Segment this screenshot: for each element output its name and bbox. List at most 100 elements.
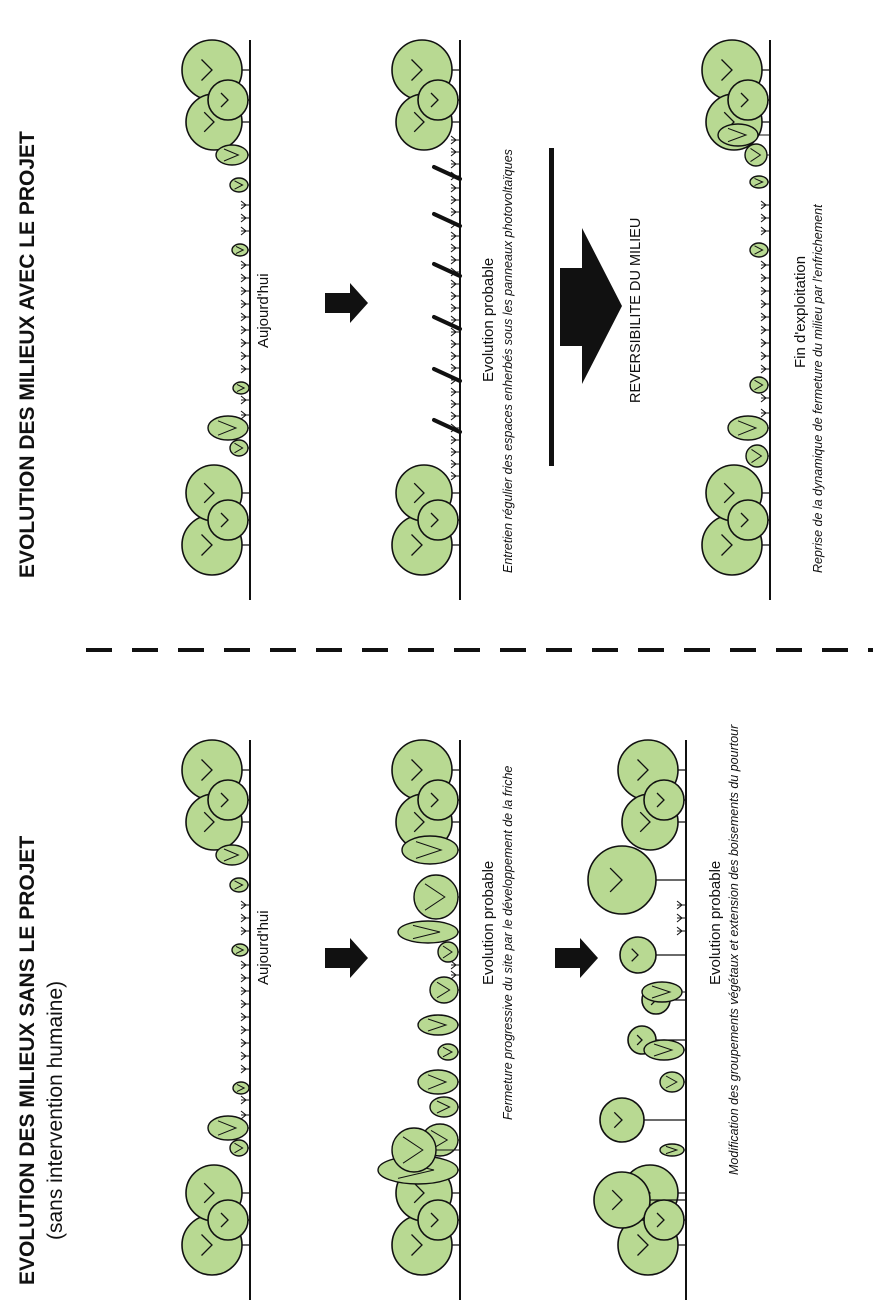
shrub-branch: [217, 420, 238, 436]
shrub: [231, 943, 249, 957]
grass-tuft: [240, 1012, 250, 1022]
shrub: [417, 1014, 459, 1036]
grass-tuft: [450, 387, 460, 397]
grass-tuft: [240, 299, 250, 309]
tree-branch: [411, 59, 423, 81]
grass-tuft: [760, 325, 770, 335]
left-stage-1-scene: [181, 739, 251, 1300]
grass-tuft: [240, 395, 250, 405]
grass-tuft: [240, 338, 250, 348]
grass-tuft: [240, 973, 250, 983]
shrub-branch: [235, 245, 245, 255]
grass-tuft: [450, 399, 460, 409]
grass-tuft: [240, 312, 250, 322]
shrub: [229, 439, 249, 457]
shrub: [643, 1039, 685, 1061]
left-section-subtitle: (sans intervention humaine): [44, 981, 67, 1240]
shrub-branch: [234, 442, 244, 454]
grass-tuft: [450, 970, 460, 980]
grass-tuft: [760, 260, 770, 270]
grass-tuft: [450, 339, 460, 349]
tree-branch: [203, 811, 215, 833]
tree-branch: [631, 948, 639, 962]
grass-tuft: [240, 999, 250, 1009]
solar-panel: [432, 418, 462, 434]
shrub-branch: [236, 1083, 246, 1093]
grass-tuft: [240, 200, 250, 210]
tree-branch: [413, 482, 425, 504]
right-stage-2-label: Evolution probable: [480, 258, 497, 382]
shrub-branch: [427, 1018, 448, 1032]
grass-tuft: [450, 459, 460, 469]
shrub-branch: [750, 147, 762, 163]
tree-branch: [201, 59, 213, 81]
tree-branch: [413, 811, 425, 833]
tree-branch: [430, 92, 439, 108]
tree-branch: [203, 482, 215, 504]
shrub: [401, 835, 459, 865]
tree-branch: [413, 111, 425, 133]
shrub-branch: [424, 883, 446, 911]
grass-tuft: [240, 986, 250, 996]
grass-tuft: [760, 213, 770, 223]
shrub: [745, 444, 769, 468]
grass-tuft: [240, 1095, 250, 1105]
tree-branch: [201, 759, 213, 781]
grass-tuft: [760, 408, 770, 418]
shrub: [391, 1127, 437, 1173]
shrub-branch: [754, 379, 764, 391]
left-stage-3: Evolution probable Modification des grou…: [587, 724, 741, 1300]
tree-branch: [411, 759, 423, 781]
reversibility-arrow-icon: [560, 228, 622, 384]
left-section-title: EVOLUTION DES MILIEUX SANS LE PROJET: [16, 836, 39, 1285]
left-stage-1-label: Aujourd'hui: [255, 910, 272, 985]
grass-tuft: [240, 226, 250, 236]
shrub: [229, 877, 249, 893]
shrub-branch: [427, 1074, 448, 1090]
right-stage-2-caption: Entretien régulier des espaces enherbés …: [501, 149, 515, 573]
solar-panel: [432, 262, 462, 278]
grass-tuft: [450, 327, 460, 337]
tree-branch: [201, 1234, 213, 1256]
reversibility-bar: [549, 148, 554, 466]
tree-branch: [723, 482, 735, 504]
shrub: [437, 1043, 459, 1061]
grass-tuft: [450, 411, 460, 421]
grass-tuft: [450, 207, 460, 217]
grass-tuft: [760, 286, 770, 296]
grass-tuft: [240, 410, 250, 420]
grass-tuft: [240, 325, 250, 335]
shrub: [207, 415, 249, 441]
shrub: [397, 920, 459, 944]
grass-tuft: [240, 1038, 250, 1048]
grass-tuft: [450, 159, 460, 169]
tree-branch: [740, 92, 749, 108]
shrub-branch: [751, 448, 763, 464]
shrub: [215, 844, 249, 866]
tree-branch: [637, 759, 649, 781]
grass-tuft: [450, 315, 460, 325]
shrub: [641, 981, 683, 1003]
grass-tuft: [450, 435, 460, 445]
grass-tuft: [450, 255, 460, 265]
grass-tuft: [450, 447, 460, 457]
left-stage-2-caption: Fermeture progressive du site par le dév…: [501, 766, 515, 1120]
right-stage-1: Aujourd'hui: [181, 39, 272, 600]
left-arrow-1: [325, 938, 368, 978]
shrub: [231, 243, 249, 257]
shrub-branch: [234, 880, 244, 890]
tree-branch: [611, 1189, 623, 1211]
grass-tuft: [240, 273, 250, 283]
right-stage-2-scene: [391, 39, 462, 600]
right-stage-3: Fin d'exploitation Reprise de la dynamiq…: [701, 39, 825, 600]
left-stage-2: Evolution probable Fermeture progressive…: [377, 739, 515, 1300]
shrub-branch: [754, 177, 764, 187]
grass-tuft: [240, 364, 250, 374]
stage-arrow-icon: [555, 938, 598, 978]
grass-tuft: [450, 471, 460, 481]
left-stage-2-scene: [377, 739, 461, 1300]
shrub-branch: [223, 848, 240, 862]
grass-tuft: [676, 926, 686, 936]
shrub: [727, 415, 769, 441]
tree-branch: [411, 1234, 423, 1256]
